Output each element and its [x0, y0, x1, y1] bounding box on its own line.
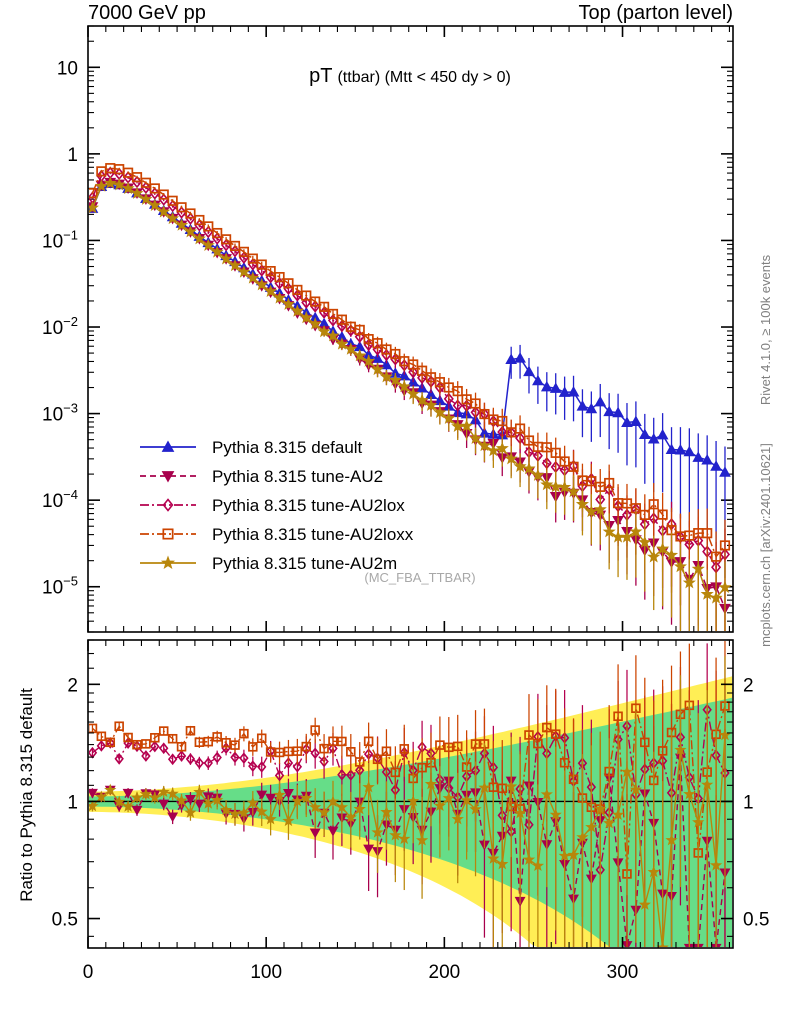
- legend-entry: Pythia 8.315 tune-AU2lox: [140, 496, 405, 515]
- svg-text:10−4: 10−4: [42, 487, 78, 512]
- header-left-label: 7000 GeV pp: [88, 2, 206, 24]
- svg-text:10−1: 10−1: [42, 227, 78, 252]
- svg-text:1: 1: [67, 145, 78, 166]
- svg-text:10−2: 10−2: [42, 314, 78, 339]
- svg-text:2: 2: [743, 675, 754, 696]
- svg-text:10−3: 10−3: [42, 401, 78, 426]
- svg-text:2: 2: [67, 675, 78, 696]
- svg-text:1: 1: [743, 792, 754, 813]
- svg-text:Pythia 8.315 tune-AU2m: Pythia 8.315 tune-AU2m: [212, 554, 397, 573]
- main-panel: 10 1 10−1 10−2 10−3 10−4 10−5 pT (ttbar) (Mtt < …: [42, 25, 734, 633]
- svg-text:0.5: 0.5: [52, 910, 78, 931]
- legend-entry: Pythia 8.315 default: [140, 438, 363, 457]
- svg-text:200: 200: [429, 962, 461, 983]
- svg-text:(MC_FBA_TTBAR): (MC_FBA_TTBAR): [364, 570, 475, 585]
- svg-text:Pythia 8.315 tune-AU2: Pythia 8.315 tune-AU2: [212, 467, 383, 486]
- svg-text:100: 100: [250, 962, 282, 983]
- ratio-axis-label: Ratio to Pythia 8.315 default: [17, 688, 36, 902]
- header-right-label: Top (parton level): [578, 2, 733, 24]
- side-label-rivet: Rivet 4.1.0, ≥ 100k events: [758, 254, 773, 405]
- legend-entry: Pythia 8.315 tune-AU2m: [140, 554, 397, 573]
- svg-text:Pythia 8.315 tune-AU2lox: Pythia 8.315 tune-AU2lox: [212, 496, 405, 515]
- legend-entry: Pythia 8.315 tune-AU2loxx: [140, 525, 414, 544]
- svg-text:1: 1: [67, 792, 78, 813]
- svg-text:Pythia 8.315 default: Pythia 8.315 default: [212, 438, 363, 457]
- svg-text:0.5: 0.5: [743, 910, 769, 931]
- svg-text:0: 0: [83, 962, 94, 983]
- svg-text:10: 10: [57, 58, 78, 79]
- svg-text:pT(ttbar) (Mtt < 450 dy > 0): pT (ttbar) (Mtt < 450 dy > 0): [309, 65, 511, 87]
- side-label-mcplots: mcplots.cern.ch [arXiv:2401.10621]: [758, 443, 773, 647]
- ratio-panel: 2 2 1 1 0.5 0.5 0 100 200 300: [52, 639, 769, 983]
- svg-text:300: 300: [607, 962, 639, 983]
- svg-text:10−5: 10−5: [42, 574, 78, 599]
- legend-entry: Pythia 8.315 tune-AU2: [140, 467, 383, 486]
- svg-text:Pythia 8.315 tune-AU2loxx: Pythia 8.315 tune-AU2loxx: [212, 525, 414, 544]
